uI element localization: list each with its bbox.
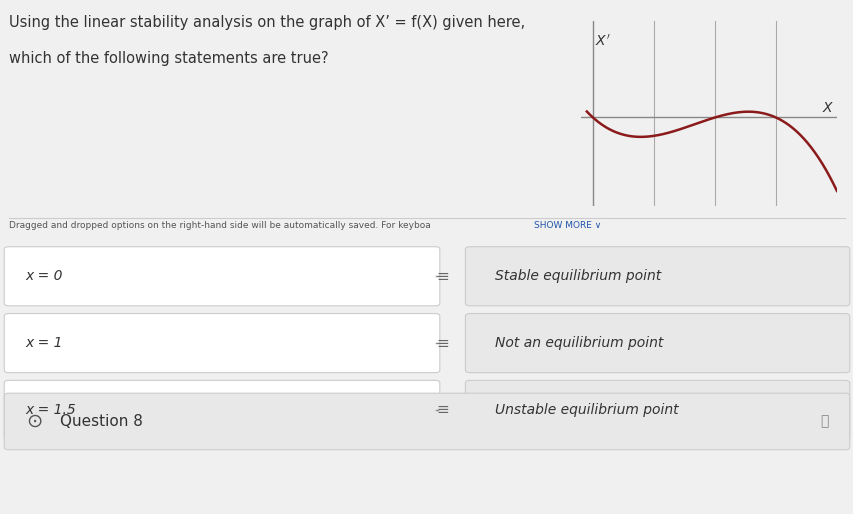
Text: ≡: ≡	[436, 336, 448, 351]
Text: $X'$: $X'$	[595, 34, 610, 49]
Text: 🔖: 🔖	[819, 414, 827, 429]
Text: which of the following statements are true?: which of the following statements are tr…	[9, 51, 328, 66]
Text: ≡: ≡	[436, 269, 448, 284]
Text: SHOW MORE ∨: SHOW MORE ∨	[533, 221, 601, 230]
Text: Using the linear stability analysis on the graph of X’ = f(X) given here,: Using the linear stability analysis on t…	[9, 15, 524, 30]
Text: ⊙: ⊙	[26, 412, 43, 431]
Text: x = 1.5: x = 1.5	[26, 403, 76, 417]
Text: ≡: ≡	[436, 402, 448, 417]
Text: Dragged and dropped options on the right-hand side will be automatically saved. : Dragged and dropped options on the right…	[9, 221, 430, 230]
Text: x = 0: x = 0	[26, 269, 63, 283]
Text: Not an equilibrium point: Not an equilibrium point	[495, 336, 663, 350]
Text: x = 1: x = 1	[26, 336, 63, 350]
Text: $X$: $X$	[821, 101, 833, 115]
Text: Stable equilibrium point: Stable equilibrium point	[495, 269, 661, 283]
Text: Question 8: Question 8	[60, 414, 142, 429]
Text: Unstable equilibrium point: Unstable equilibrium point	[495, 403, 678, 417]
